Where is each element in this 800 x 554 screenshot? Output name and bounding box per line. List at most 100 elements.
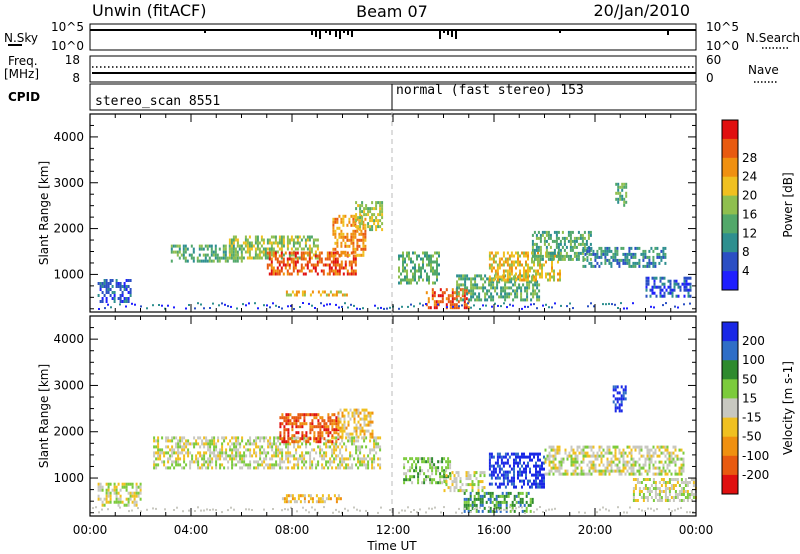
nsky-tick-top: 10^5 [51, 20, 84, 34]
data-band [398, 251, 440, 285]
data-band [488, 452, 545, 489]
colorbar-swatch [722, 360, 738, 380]
data-band [279, 413, 340, 444]
colorbar-tick-label: 100 [742, 353, 765, 367]
station-title: Unwin (fitACF) [92, 1, 206, 20]
colorbar-tick-label: 20 [742, 189, 757, 203]
y-tick-label: 1000 [53, 471, 84, 485]
colorbar-swatch [722, 436, 738, 457]
nsearch-label: N.Search [746, 31, 800, 45]
y-tick-label: 4000 [53, 130, 84, 144]
x-tick-label: 16:00 [477, 523, 512, 537]
data-band [403, 457, 452, 485]
data-band [285, 290, 348, 297]
x-tick-label: 08:00 [275, 523, 310, 537]
colorbar-swatch [722, 417, 738, 438]
y-axis-label: Slant Range [km] [37, 364, 51, 468]
freq-label: Freq. [8, 54, 38, 68]
colorbar-tick-label: 50 [742, 372, 757, 386]
date-title: 20/Jan/2010 [593, 1, 690, 20]
beam-title: Beam 07 [356, 2, 428, 21]
velocity-panel: 1000 2000 3000 4000 Slant Range [km] 200 100 50… [37, 315, 795, 517]
colorbar-swatch [722, 271, 738, 291]
nave-tick-bottom: 0 [706, 71, 714, 85]
nsearch-tick-top: 10^5 [706, 20, 739, 34]
data-band [153, 436, 382, 470]
colorbar-tick-label: 16 [742, 207, 757, 221]
nsearch-tick-bottom: 10^0 [706, 39, 739, 53]
colorbar-swatch [722, 322, 738, 342]
colorbar-swatch [722, 341, 738, 361]
freq-strip [89, 55, 697, 83]
data-band [544, 445, 685, 476]
colorbar-tick-label: 4 [742, 264, 750, 278]
data-band [266, 251, 357, 276]
cpid-right-program: normal (fast stereo) 153 [396, 83, 584, 98]
colorbar-swatch [722, 138, 738, 159]
data-band [170, 244, 243, 263]
data-band [615, 182, 628, 207]
colorbar-tick-label: 15 [742, 391, 757, 405]
colorbar-swatch [722, 233, 738, 253]
colorbar-swatch [722, 398, 738, 418]
near-range-speckle [98, 302, 691, 310]
power-panel: 1000 2000 3000 4000 Slant Range [km] 4 8 12 16 20… [37, 113, 795, 313]
colorbar-swatch [722, 176, 738, 197]
colorbar-tick-label: -200 [742, 468, 769, 482]
freq-tick-bottom: 8 [72, 71, 80, 85]
colorbar-swatch [722, 157, 738, 178]
x-tick-label: 12:00 [376, 523, 411, 537]
colorbar-swatch [722, 195, 738, 215]
data-band [582, 246, 667, 268]
colorbar-tick-label: 28 [742, 151, 757, 165]
nsky-label: N.Sky [4, 31, 38, 45]
nave-label: Nave [748, 63, 779, 77]
colorbar-swatch [722, 214, 738, 234]
freq-unit: [MHz] [4, 67, 39, 81]
data-band [632, 478, 697, 502]
y-tick-label: 4000 [53, 332, 84, 346]
data-band [612, 385, 627, 413]
x-axis-label: Time UT [366, 539, 417, 553]
data-band [355, 201, 384, 232]
y-tick-label: 3000 [53, 176, 84, 190]
nsky-tick-bottom: 10^0 [51, 39, 84, 53]
colorbar-tick-label: 12 [742, 226, 757, 240]
colorbar-tick-label: -50 [742, 430, 762, 444]
data-band [645, 276, 692, 298]
data-band [228, 235, 319, 260]
y-tick-label: 2000 [53, 425, 84, 439]
x-tick-label: 00:00 [73, 523, 108, 537]
nsky-strip [89, 23, 697, 51]
colorbar-tick-label: 200 [742, 334, 765, 348]
x-tick-label: 20:00 [578, 523, 613, 537]
data-band [97, 279, 132, 303]
y-tick-label: 2000 [53, 222, 84, 236]
colorbar-swatch [722, 474, 738, 495]
data-band [281, 494, 342, 504]
colorbar-label: Power [dB] [781, 172, 795, 237]
cpid-label: CPID [8, 90, 40, 104]
y-tick-label: 3000 [53, 378, 84, 392]
colorbar-swatch [722, 455, 738, 476]
data-band [337, 408, 374, 439]
colorbar-swatch [722, 120, 738, 140]
freq-tick-top: 18 [65, 53, 80, 67]
colorbar: 4 8 12 16 20 24 28 Power [dB] [721, 119, 795, 291]
colorbar-swatch [722, 252, 738, 272]
colorbar-tick-label: -15 [742, 411, 762, 425]
colorbar-label: Velocity [m s-1] [781, 361, 795, 455]
data-band [456, 274, 541, 302]
x-tick-label: 00:00 [679, 523, 714, 537]
y-axis-label: Slant Range [km] [37, 161, 51, 265]
x-tick-label: 04:00 [174, 523, 209, 537]
cpid-left-program: stereo_scan 8551 [95, 94, 220, 109]
nave-tick-top: 60 [706, 53, 721, 67]
colorbar-tick-label: 8 [742, 245, 750, 259]
colorbar-swatch [722, 379, 738, 399]
colorbar: 200 100 50 15 -15 -50 -100 -200 Velocity [m s-1] [721, 321, 795, 495]
colorbar-tick-label: -100 [742, 449, 769, 463]
data-band [97, 482, 142, 507]
cpid-strip [89, 83, 697, 111]
